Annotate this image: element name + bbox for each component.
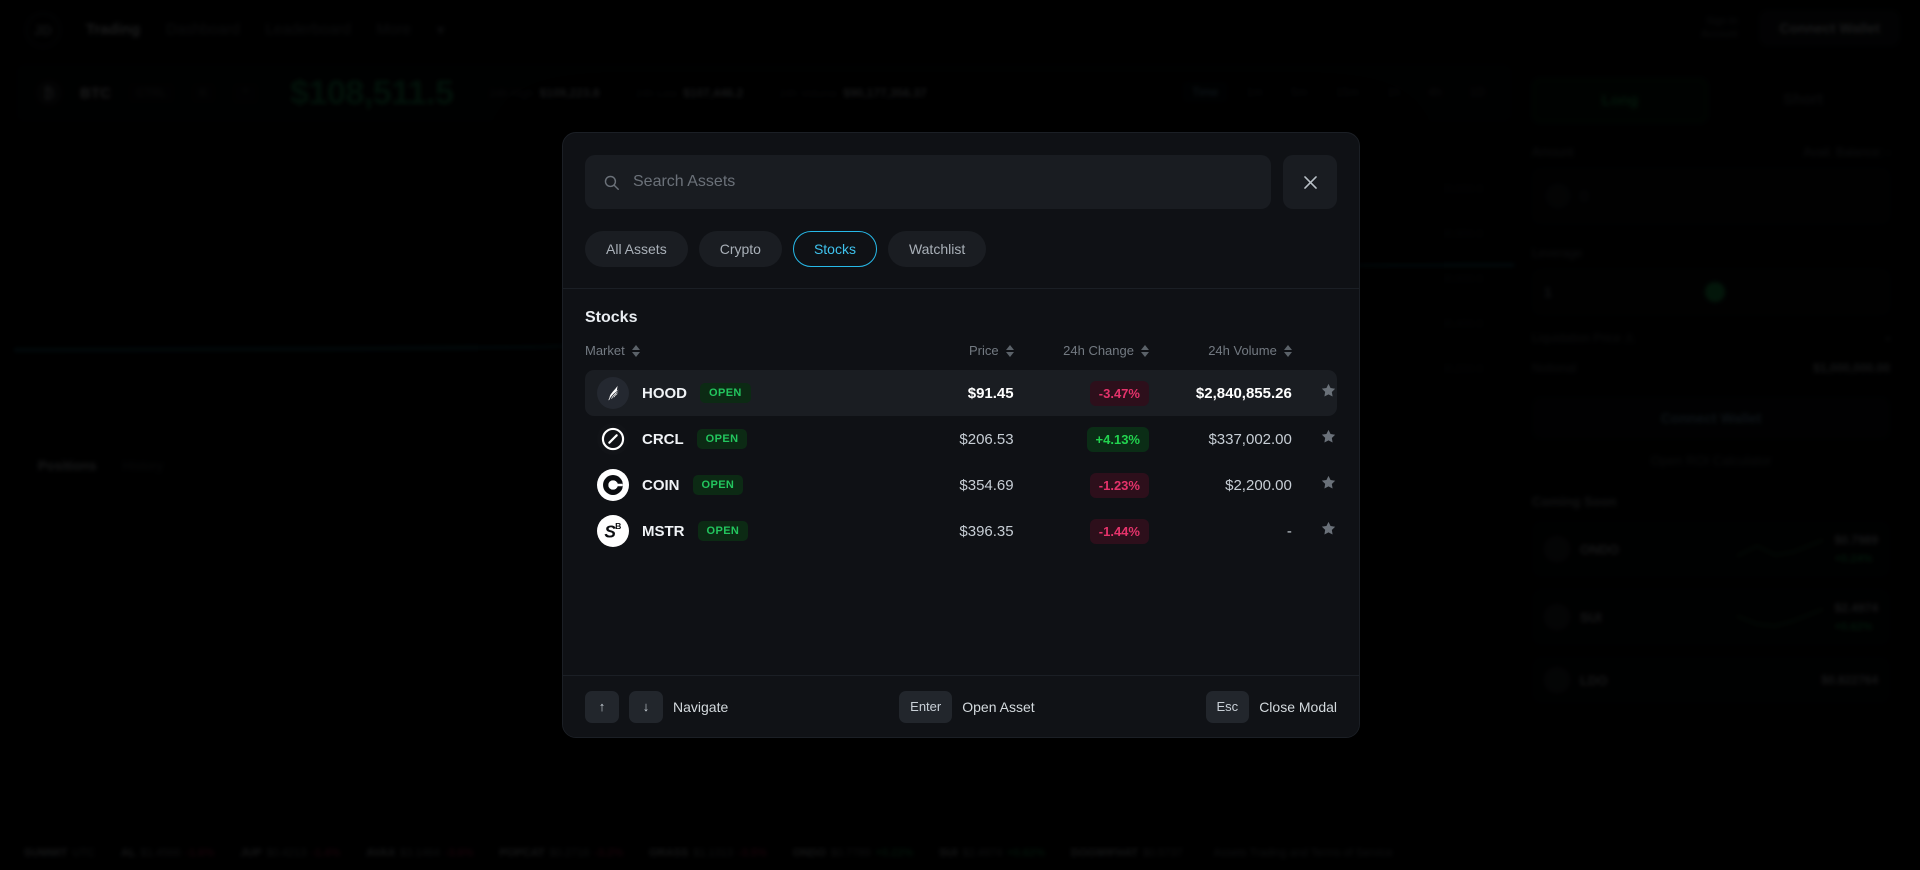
assets-table: Market Price 24h Chang bbox=[585, 343, 1337, 554]
search-icon bbox=[604, 175, 619, 190]
row-change-cell: -1.44% bbox=[1014, 508, 1149, 554]
column-header-24h-change-label: 24h Change bbox=[1063, 343, 1134, 358]
table-row[interactable]: COIN OPEN $354.69 -1.23% $2,200.00 bbox=[585, 462, 1337, 508]
footer-esc-group: Esc Close Modal bbox=[1205, 690, 1338, 723]
column-header-24h-volume-label: 24h Volume bbox=[1208, 343, 1277, 358]
row-change-cell: +4.13% bbox=[1014, 416, 1149, 462]
search-input[interactable] bbox=[633, 173, 1253, 191]
table-row[interactable]: S B MSTR OPEN $396.35 -1.44% bbox=[585, 508, 1337, 554]
row-change-cell: -1.23% bbox=[1014, 462, 1149, 508]
sort-icon[interactable] bbox=[1140, 344, 1149, 357]
key-enter[interactable]: Enter bbox=[899, 690, 953, 723]
modal-header: All Assets Crypto Stocks Watchlist bbox=[563, 133, 1359, 288]
navigate-label: Navigate bbox=[673, 698, 729, 715]
row-symbol: HOOD bbox=[642, 384, 687, 402]
filter-stocks[interactable]: Stocks bbox=[792, 231, 877, 267]
row-symbol: MSTR bbox=[642, 522, 685, 540]
row-volume: - bbox=[1286, 522, 1292, 540]
status-badge: OPEN bbox=[692, 475, 744, 495]
status-badge: OPEN bbox=[696, 429, 748, 449]
column-header-market[interactable]: Market bbox=[585, 343, 886, 370]
table-row[interactable]: CRCL OPEN $206.53 +4.13% $337,002.00 bbox=[585, 416, 1337, 462]
favorite-star-button[interactable] bbox=[1320, 428, 1337, 445]
status-badge: OPEN bbox=[697, 521, 749, 541]
row-price: $396.35 bbox=[959, 522, 1014, 540]
coinbase-icon bbox=[597, 469, 629, 501]
column-header-market-label: Market bbox=[585, 343, 625, 358]
star-icon bbox=[1321, 521, 1336, 535]
favorite-cell bbox=[1292, 508, 1337, 554]
column-header-favorite bbox=[1292, 343, 1337, 370]
star-icon bbox=[1321, 383, 1336, 397]
row-price: $91.45 bbox=[885, 370, 1014, 416]
sort-icon[interactable] bbox=[1283, 344, 1292, 357]
key-arrow-down[interactable]: ↓ bbox=[629, 690, 663, 723]
filter-all-assets[interactable]: All Assets bbox=[585, 231, 688, 267]
favorite-star-button[interactable] bbox=[1320, 520, 1337, 537]
market-cell: S B MSTR OPEN bbox=[585, 508, 886, 554]
market-cell: HOOD OPEN bbox=[585, 370, 886, 416]
row-symbol: CRCL bbox=[642, 430, 684, 448]
open-asset-label: Open Asset bbox=[962, 698, 1035, 715]
sort-icon[interactable] bbox=[1005, 344, 1014, 357]
row-change-cell: -3.47% bbox=[1013, 370, 1149, 416]
market-cell: COIN OPEN bbox=[585, 462, 886, 508]
key-esc[interactable]: Esc bbox=[1205, 690, 1250, 723]
footer-enter-group: Enter Open Asset bbox=[899, 690, 1035, 723]
market-cell: CRCL OPEN bbox=[585, 416, 886, 462]
footer-navigate-group: ↑ ↓ Navigate bbox=[585, 690, 729, 723]
svg-text:S: S bbox=[604, 522, 616, 542]
column-header-24h-volume[interactable]: 24h Volume bbox=[1149, 343, 1292, 370]
status-badge: OPEN bbox=[700, 383, 751, 403]
modal-body: Stocks Market bbox=[563, 289, 1359, 675]
table-header-row: Market Price 24h Chang bbox=[585, 343, 1337, 370]
sort-icon[interactable] bbox=[631, 344, 640, 357]
row-price: $206.53 bbox=[959, 430, 1014, 448]
favorite-star-button[interactable] bbox=[1320, 382, 1337, 399]
column-header-price[interactable]: Price bbox=[886, 343, 1014, 370]
star-icon bbox=[1321, 429, 1336, 443]
close-modal-button[interactable] bbox=[1283, 155, 1337, 209]
table-row[interactable]: HOOD OPEN $91.45 -3.47% $2,840,855.26 bbox=[585, 370, 1337, 416]
row-volume: $2,840,855.26 bbox=[1148, 370, 1292, 416]
row-volume: $2,200.00 bbox=[1225, 476, 1292, 494]
modal-footer: ↑ ↓ Navigate Enter Open Asset Esc Close … bbox=[563, 675, 1359, 737]
column-header-price-label: Price bbox=[969, 343, 999, 358]
column-header-24h-change[interactable]: 24h Change bbox=[1014, 343, 1149, 370]
asset-search-modal: All Assets Crypto Stocks Watchlist Stock… bbox=[562, 132, 1360, 738]
favorite-cell bbox=[1291, 370, 1337, 416]
robinhood-feather-icon bbox=[597, 377, 629, 409]
circle-icon bbox=[597, 423, 629, 455]
section-title: Stocks bbox=[585, 309, 638, 326]
key-arrow-up[interactable]: ↑ bbox=[585, 690, 619, 723]
search-row bbox=[585, 155, 1337, 209]
row-volume: $337,002.00 bbox=[1208, 430, 1292, 448]
close-icon bbox=[1303, 175, 1317, 189]
svg-text:B: B bbox=[615, 521, 621, 531]
row-change: +4.13% bbox=[1086, 426, 1149, 452]
star-icon bbox=[1321, 475, 1336, 489]
search-box[interactable] bbox=[585, 155, 1271, 209]
row-change: -1.44% bbox=[1089, 518, 1149, 544]
header-divider bbox=[563, 288, 1359, 289]
close-modal-label: Close Modal bbox=[1259, 698, 1338, 715]
row-change: -1.23% bbox=[1089, 472, 1149, 498]
filter-crypto[interactable]: Crypto bbox=[698, 231, 782, 267]
filter-watchlist[interactable]: Watchlist bbox=[887, 231, 987, 267]
favorite-cell bbox=[1292, 416, 1337, 462]
strategy-icon: S B bbox=[597, 515, 629, 547]
row-change: -3.47% bbox=[1089, 380, 1149, 406]
favorite-cell bbox=[1292, 462, 1337, 508]
favorite-star-button[interactable] bbox=[1320, 474, 1337, 491]
row-symbol: COIN bbox=[642, 476, 680, 494]
filter-pills: All Assets Crypto Stocks Watchlist bbox=[585, 231, 1337, 288]
row-price: $354.69 bbox=[959, 476, 1014, 494]
